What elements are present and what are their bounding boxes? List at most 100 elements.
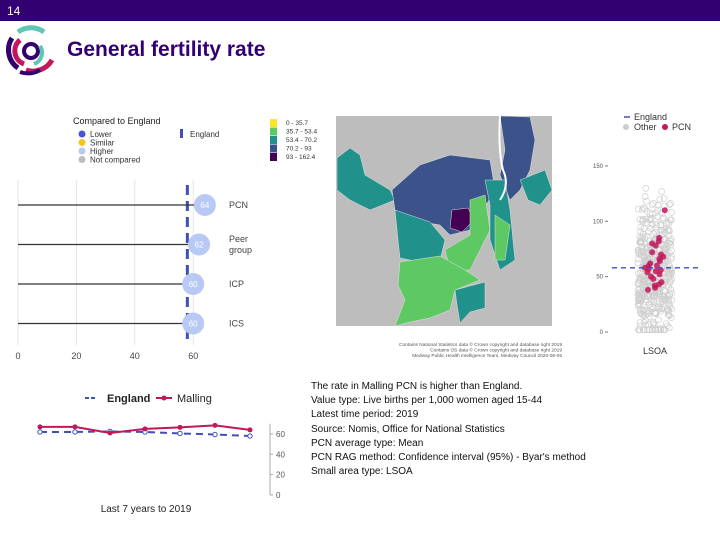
y-tick-label: 20 — [276, 471, 285, 480]
lsoa-other-point — [667, 216, 675, 224]
lsoa-other-point — [642, 185, 650, 192]
map-region — [499, 115, 536, 201]
lsoa-other-point — [649, 320, 657, 327]
top-bar: 14 — [0, 0, 720, 21]
lsoa-other-point — [644, 293, 652, 300]
info-line: Latest time period: 2019 — [311, 409, 419, 421]
lsoa-other-point — [652, 309, 660, 317]
lsoa-other-point — [662, 320, 670, 327]
lsoa-legend-england: England — [634, 112, 667, 122]
lsoa-legend-other: Other — [634, 122, 657, 132]
lsoa-other-point — [639, 230, 647, 238]
info-line: PCN RAG method: Confidence interval (95%… — [311, 452, 586, 464]
lsoa-other-point — [642, 245, 650, 253]
value-bubble — [193, 194, 216, 216]
lsoa-other-point — [636, 274, 644, 282]
value-bubble — [188, 233, 211, 256]
lsoa-other-point — [664, 311, 672, 318]
england-point — [247, 433, 253, 439]
lsoa-other-point — [637, 234, 645, 242]
legend-label: Lower — [90, 130, 112, 139]
lsoa-other-point — [668, 209, 675, 216]
value-bubble — [182, 312, 205, 335]
map-legend-label: 35.7 - 53.4 — [286, 129, 317, 136]
lsoa-other-point — [634, 259, 642, 267]
england-legend-label: England — [190, 130, 219, 139]
y-tick-label: 60 — [276, 430, 285, 439]
x-tick-label: 0 — [15, 351, 20, 361]
lsoa-other-point — [639, 326, 647, 334]
map-legend-swatch — [270, 136, 277, 144]
river-line — [498, 115, 507, 201]
lsoa-other-point — [647, 225, 654, 232]
legend-dot — [78, 147, 86, 155]
malling-point — [72, 424, 78, 430]
lsoa-other-point — [637, 223, 645, 231]
map-legend-label: 53.4 - 70.2 — [286, 137, 317, 144]
malling-point — [142, 426, 148, 432]
row-label: PCN — [229, 200, 248, 210]
lsoa-other-point — [643, 219, 650, 226]
info-line: PCN average type: Mean — [311, 437, 424, 449]
england-point — [72, 429, 78, 435]
lsoa-other-point — [657, 325, 665, 332]
lsoa-pcn-point — [650, 275, 657, 282]
info-line: Value type: Live births per 1,000 women … — [311, 395, 543, 407]
lsoa-other-point — [656, 195, 664, 203]
y-tick-label: 0 — [600, 330, 604, 336]
map-credit: Contains National Statistics data © Crow… — [399, 341, 562, 348]
england-point — [37, 429, 43, 435]
row-label: Peer — [229, 234, 248, 244]
lsoa-other-point — [648, 201, 656, 209]
lsoa-other-point — [652, 209, 659, 217]
value-label: 60 — [189, 320, 198, 329]
lsoa-other-point — [634, 205, 642, 213]
map-region — [449, 207, 475, 233]
x-tick-label: 20 — [71, 351, 81, 361]
lsoa-other-point — [635, 289, 643, 296]
lsoa-other-point — [658, 305, 665, 313]
lsoa-other-point — [661, 326, 668, 334]
lsoa-other-point — [649, 293, 657, 301]
lsoa-other-point — [667, 255, 675, 263]
logo-icon — [6, 25, 55, 76]
lsoa-other-point — [636, 307, 644, 314]
lsoa-other-point — [639, 204, 647, 212]
value-label: 62 — [195, 241, 204, 250]
map-legend-swatch — [270, 144, 277, 153]
lsoa-other-point — [636, 319, 644, 326]
lsoa-other-point — [635, 255, 642, 263]
lsoa-pcn-point — [644, 269, 651, 276]
lsoa-other-point — [637, 273, 645, 281]
lsoa-other-point — [635, 247, 643, 255]
legend-label: Similar — [90, 139, 115, 148]
info-line: Small area type: LSOA — [311, 466, 413, 478]
map-legend-label: 93 - 162.4 — [286, 154, 316, 161]
trend-legend-malling: Malling — [177, 393, 212, 405]
lsoa-other-point — [662, 244, 670, 252]
lsoa-other-point — [637, 239, 645, 247]
map-legend-swatch — [270, 119, 277, 127]
map-region — [444, 194, 491, 271]
lsoa-other-point — [652, 326, 659, 334]
lsoa-other-point — [664, 257, 672, 265]
lsoa-other-point — [634, 246, 642, 254]
lsoa-other-point — [650, 296, 658, 304]
lsoa-other-point — [664, 307, 672, 314]
lsoa-other-point — [667, 235, 675, 243]
map-region — [454, 281, 486, 324]
lsoa-other-point — [667, 238, 675, 245]
lsoa-other-point — [660, 214, 667, 222]
value-bubble — [182, 273, 205, 295]
lsoa-other-point — [665, 283, 672, 291]
other-legend-dot — [623, 124, 629, 130]
lsoa-pcn-point — [649, 249, 656, 256]
lsoa-other-point — [643, 215, 650, 223]
page-title: General fertility rate — [67, 38, 266, 61]
malling-point — [247, 427, 253, 433]
map-region — [494, 214, 511, 261]
lsoa-other-point — [641, 193, 649, 200]
x-tick-label: 60 — [188, 351, 198, 361]
lsoa-other-point — [635, 302, 642, 310]
malling-point — [37, 424, 43, 430]
